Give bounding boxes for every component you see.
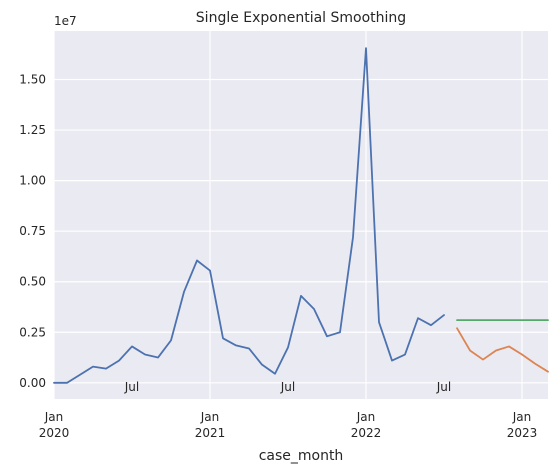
- y-tick-label: 0.25: [19, 325, 46, 339]
- x-tick-year-label: 2022: [351, 426, 382, 440]
- y-multiplier-label: 1e7: [54, 14, 77, 28]
- x-tick-label: Jul: [436, 380, 451, 394]
- x-axis-label: case_month: [259, 448, 344, 464]
- x-tick-label: Jul: [124, 380, 139, 394]
- series-line-0: [53, 47, 445, 384]
- x-tick-year-label: 2020: [39, 426, 70, 440]
- x-tick-label: Jul: [280, 380, 295, 394]
- grid: [53, 31, 548, 399]
- y-tick-label: 0.00: [19, 376, 46, 390]
- x-axis: Jan 2020 Jul Jan 2021 Jul Jan 2022 Jul Jan 2023: [39, 380, 538, 440]
- x-tick-label: Jan: [512, 410, 532, 424]
- y-tick-label: 0.75: [19, 224, 46, 238]
- y-axis: 0.00 0.25 0.50 0.75 1.00 1.25 1.50: [19, 73, 46, 390]
- chart-title: Single Exponential Smoothing: [196, 10, 406, 26]
- y-tick-label: 1.25: [19, 123, 46, 137]
- series-layer: [53, 47, 549, 384]
- x-tick-year-label: 2023: [507, 426, 538, 440]
- x-tick-label: Jan: [44, 410, 64, 424]
- x-tick-year-label: 2021: [195, 426, 226, 440]
- y-tick-label: 0.50: [19, 275, 46, 289]
- x-tick-label: Jan: [200, 410, 220, 424]
- plot-background: [54, 31, 548, 399]
- series-line-1: [456, 327, 549, 373]
- y-tick-label: 1.00: [19, 174, 46, 188]
- y-tick-label: 1.50: [19, 73, 46, 87]
- x-tick-label: Jan: [356, 410, 376, 424]
